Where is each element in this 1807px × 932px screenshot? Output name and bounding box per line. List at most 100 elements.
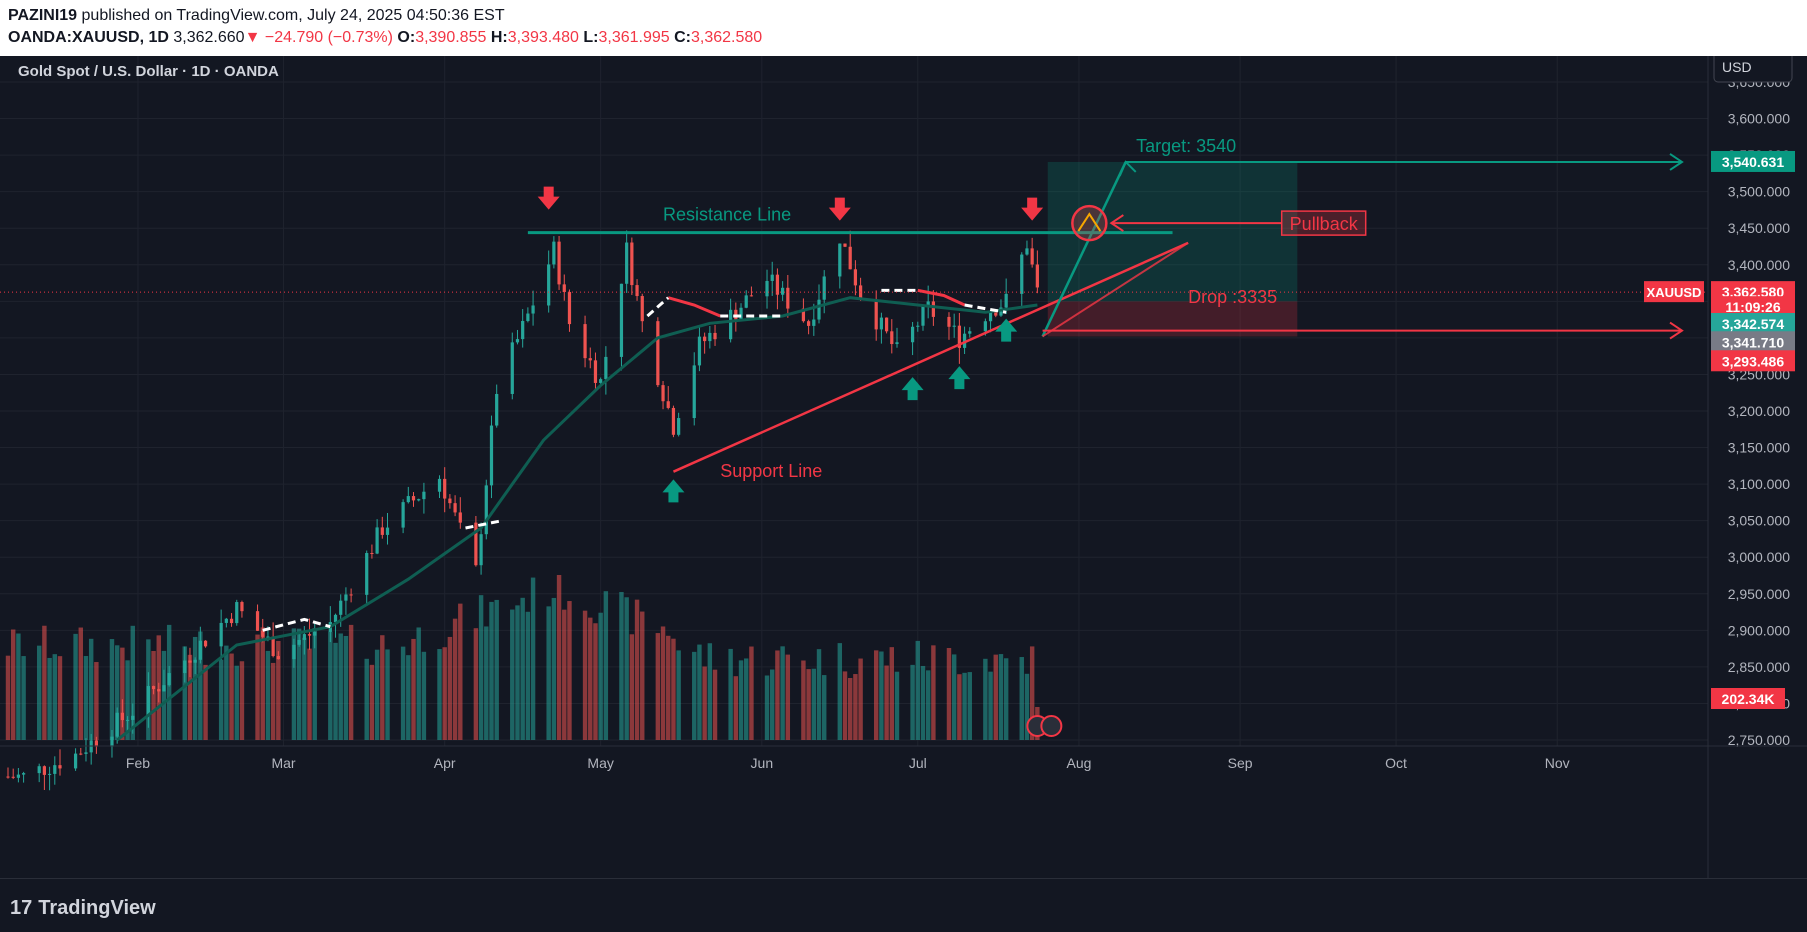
time-axis[interactable]: Feb Mar Apr May Jun Jul Aug Sep Oct Nov	[0, 745, 1807, 771]
price-axis[interactable]: 2,750.0002,800.0002,850.0002,900.0002,95…	[1707, 56, 1795, 878]
volume-bar	[915, 640, 920, 740]
candle	[583, 324, 587, 359]
candle	[458, 512, 462, 523]
candle	[406, 496, 410, 503]
close-value: 3,362.580	[691, 29, 763, 46]
volume-bar	[203, 664, 208, 740]
chart-header: PAZINI19 published on TradingView.com, J…	[0, 0, 1807, 56]
author-name[interactable]: PAZINI19	[8, 7, 78, 24]
candle	[526, 313, 530, 321]
volume-bar	[738, 660, 744, 740]
candle	[547, 264, 551, 306]
volume-bar	[416, 627, 421, 740]
candle	[344, 594, 348, 601]
candle	[417, 499, 421, 501]
x-tick-label: Mar	[271, 755, 295, 771]
volume-bar	[374, 649, 380, 740]
price-tag	[1711, 296, 1795, 318]
candle	[671, 407, 676, 435]
y-tick-label: 2,950.000	[1728, 586, 1790, 602]
x-tick-label: Apr	[434, 755, 456, 771]
volume-bar	[744, 658, 749, 740]
volume-bar	[380, 635, 385, 740]
candles	[6, 230, 1039, 791]
volume-bar	[338, 633, 343, 740]
candle	[484, 485, 488, 535]
volume-bar	[666, 635, 671, 740]
open-label: O:	[397, 29, 416, 46]
candle	[11, 776, 15, 778]
symbol-name[interactable]: OANDA:XAUUSD	[8, 29, 140, 46]
volume-bar	[302, 637, 307, 740]
price-tag-label: 3,342.574	[1722, 316, 1784, 332]
volume-bar	[307, 648, 312, 740]
candle	[661, 385, 665, 402]
ma-red-segment	[667, 296, 721, 318]
ma-red-segment	[917, 288, 966, 307]
volume-bar	[847, 677, 853, 740]
candle	[42, 766, 47, 775]
candle	[1035, 264, 1039, 288]
candle	[562, 284, 566, 292]
candle	[968, 331, 972, 334]
volume-bar	[1019, 657, 1024, 740]
candle	[677, 418, 681, 435]
volume-bar	[406, 655, 411, 740]
drawings[interactable]: Resistance Line Support Line Target: 3540 D…	[0, 136, 1708, 737]
volume-bar	[1003, 658, 1009, 740]
candle	[588, 358, 592, 361]
candle	[474, 522, 478, 566]
bullish-path	[1041, 161, 1127, 337]
open-value: 3,390.855	[415, 29, 487, 46]
candle	[926, 301, 930, 307]
volume-bar	[660, 626, 666, 740]
volume-bar	[806, 669, 811, 740]
pullback-circle	[1071, 204, 1108, 242]
candle	[219, 622, 223, 647]
candle	[53, 765, 57, 774]
volume-bar	[1029, 646, 1035, 740]
arrow-up-icon	[662, 479, 685, 503]
volume-bar	[998, 654, 1004, 740]
volume-bar	[712, 669, 718, 740]
chart-canvas[interactable]: Resistance Line Support Line Target: 3540 D…	[0, 51, 1807, 878]
candle	[495, 393, 499, 426]
volume-tag	[1711, 688, 1785, 709]
chart-area[interactable]: Resistance Line Support Line Target: 3540 D…	[0, 51, 1807, 878]
candle	[848, 246, 852, 270]
moving-average	[116, 288, 1038, 742]
price-tag	[1711, 150, 1795, 172]
ma-white-segment	[964, 303, 1007, 314]
tv-logo-icon: 17	[10, 897, 33, 919]
candle	[801, 308, 806, 322]
volume-bar	[109, 639, 115, 740]
tradingview-logo[interactable]: 17 TradingView	[10, 897, 156, 920]
candle	[110, 736, 114, 747]
volume-bar	[182, 646, 187, 740]
candle	[895, 342, 899, 345]
candle	[604, 356, 608, 380]
y-tick-label: 3,100.000	[1728, 476, 1790, 492]
volume-bar	[489, 601, 494, 740]
ohlc-legend: OANDA:XAUUSD, 1D 3,362.660▼ −24.790 (−0.…	[8, 29, 763, 46]
publish-text: published on TradingView.com, July 24, 2…	[81, 7, 505, 24]
candle	[697, 336, 702, 366]
publish-info: PAZINI19 published on TradingView.com, J…	[8, 7, 505, 25]
volume-bar	[925, 670, 931, 740]
volume-bar	[255, 634, 260, 740]
candle	[921, 306, 925, 326]
candle	[853, 269, 858, 286]
volume-bar	[775, 650, 780, 740]
volume-bar	[931, 645, 936, 740]
arrow-up-icon	[901, 377, 924, 401]
chart-title: Gold Spot / U.S. Dollar · 1D · OANDA	[18, 63, 279, 80]
candle	[1004, 293, 1008, 308]
candle	[812, 319, 816, 326]
candle	[781, 287, 785, 295]
candle	[931, 301, 935, 317]
candle	[94, 740, 98, 747]
candle	[775, 274, 780, 295]
volume-bar	[582, 610, 588, 740]
volume-bar	[598, 612, 603, 740]
candle	[333, 614, 338, 623]
